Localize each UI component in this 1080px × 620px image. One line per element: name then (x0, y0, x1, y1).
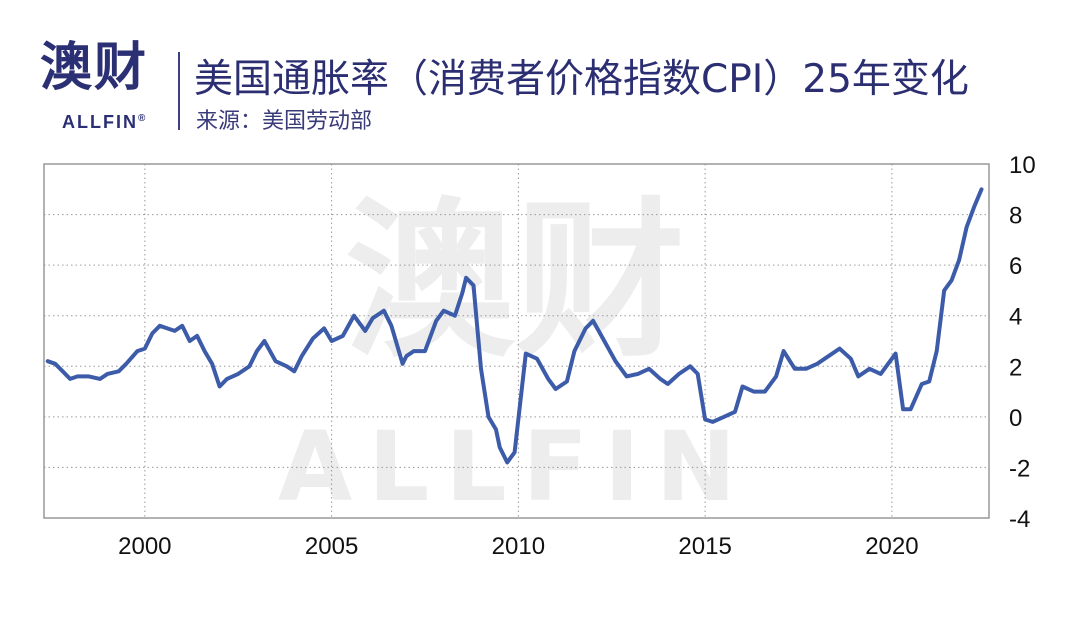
header: 澳财 ALLFIN® 美国通胀率（消费者价格指数CPI）25年变化 来源：美国劳… (0, 0, 1080, 150)
y-tick-label: 4 (1009, 304, 1022, 331)
plot-frame (43, 163, 990, 519)
y-axis: 10 8 6 4 2 0 -2 -4 (1009, 152, 1036, 533)
logo-divider (178, 52, 180, 130)
registered-mark: ® (137, 113, 148, 124)
cpi-series-line (45, 187, 984, 465)
brand-logo-text: ALLFIN® (62, 112, 147, 133)
x-tick-label: 2000 (118, 533, 171, 560)
x-tick-label: 2015 (678, 533, 731, 560)
brand-logo-mark: 澳财 (40, 38, 149, 98)
y-tick-label: -2 (1009, 455, 1030, 482)
watermark: 澳财 ALLFIN (278, 183, 752, 523)
chart-source: 来源：美国劳动部 (196, 109, 373, 134)
x-tick-label: 2010 (492, 533, 545, 560)
y-tick-label: 2 (1009, 354, 1022, 381)
brand-name-en: ALLFIN (62, 112, 138, 132)
y-tick-label: 8 (1009, 203, 1022, 230)
y-tick-label: 0 (1009, 405, 1022, 432)
y-tick-label: 10 (1009, 152, 1036, 179)
x-tick-label: 2005 (305, 533, 358, 560)
series-layer (45, 187, 984, 465)
y-tick-label: -4 (1009, 506, 1030, 533)
x-tick-label: 2020 (865, 533, 918, 560)
watermark-en: ALLFIN (278, 411, 752, 523)
x-axis: 2000 2005 2010 2015 2020 (118, 533, 918, 560)
watermark-cn: 澳财 (345, 183, 685, 381)
chart-title: 美国通胀率（消费者价格指数CPI）25年变化 (194, 57, 969, 102)
y-tick-label: 6 (1009, 253, 1022, 280)
